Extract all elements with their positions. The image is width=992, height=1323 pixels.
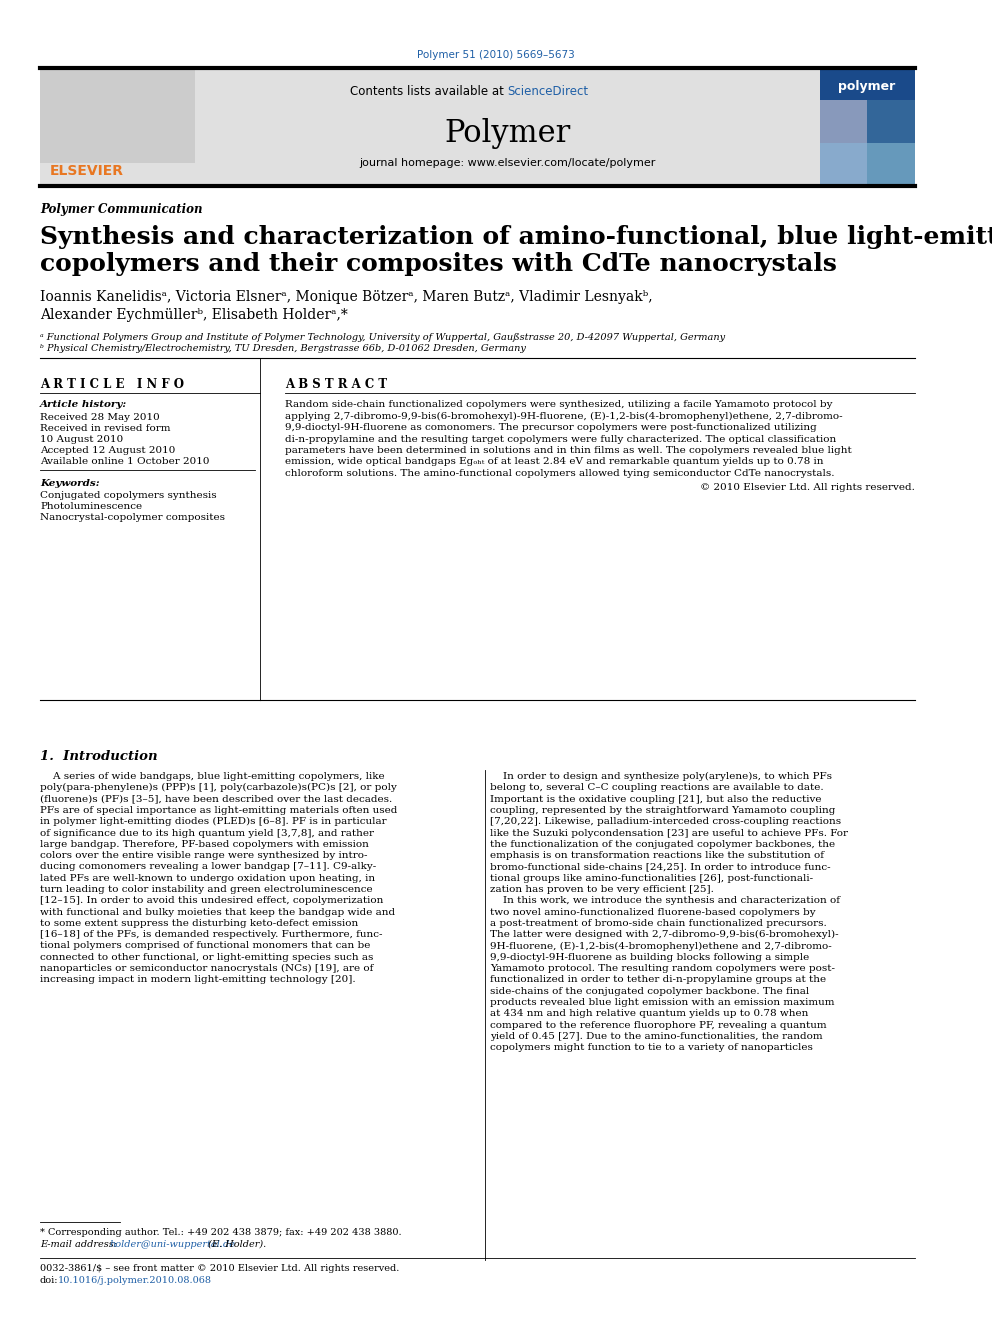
Text: turn leading to color instability and green electroluminescence: turn leading to color instability and gr… [40, 885, 373, 894]
Text: connected to other functional, or light-emitting species such as: connected to other functional, or light-… [40, 953, 373, 962]
Text: Important is the oxidative coupling [21], but also the reductive: Important is the oxidative coupling [21]… [490, 795, 821, 803]
Text: Random side-chain functionalized copolymers were synthesized, utilizing a facile: Random side-chain functionalized copolym… [285, 400, 832, 409]
Text: chloroform solutions. The amino-functional copolymers allowed tying semiconducto: chloroform solutions. The amino-function… [285, 468, 834, 478]
Text: colors over the entire visible range were synthesized by intro-: colors over the entire visible range wer… [40, 851, 367, 860]
Text: Article history:: Article history: [40, 400, 127, 409]
Text: Nanocrystal-copolymer composites: Nanocrystal-copolymer composites [40, 513, 225, 523]
Text: a post-treatment of bromo-side chain functionalized precursors.: a post-treatment of bromo-side chain fun… [490, 919, 826, 927]
Text: nanoparticles or semiconductor nanocrystals (NCs) [19], are of: nanoparticles or semiconductor nanocryst… [40, 964, 373, 974]
Text: E-mail address:: E-mail address: [40, 1240, 120, 1249]
Text: Conjugated copolymers synthesis: Conjugated copolymers synthesis [40, 491, 216, 500]
Text: di-n-propylamine and the resulting target copolymers were fully characterized. T: di-n-propylamine and the resulting targe… [285, 434, 836, 443]
Text: 0032-3861/$ – see front matter © 2010 Elsevier Ltd. All rights reserved.: 0032-3861/$ – see front matter © 2010 El… [40, 1263, 400, 1273]
Text: (E. Holder).: (E. Holder). [205, 1240, 266, 1249]
Text: zation has proven to be very efficient [25].: zation has proven to be very efficient [… [490, 885, 714, 894]
Text: copolymers and their composites with CdTe nanocrystals: copolymers and their composites with CdT… [40, 251, 837, 277]
Text: 9,9-dioctyl-9H-fluorene as building blocks following a simple: 9,9-dioctyl-9H-fluorene as building bloc… [490, 953, 809, 962]
Text: coupling, represented by the straightforward Yamamoto coupling: coupling, represented by the straightfor… [490, 806, 835, 815]
Text: belong to, several C–C coupling reactions are available to date.: belong to, several C–C coupling reaction… [490, 783, 823, 792]
Text: © 2010 Elsevier Ltd. All rights reserved.: © 2010 Elsevier Ltd. All rights reserved… [700, 483, 915, 492]
Bar [820, 101, 867, 143]
Text: of significance due to its high quantum yield [3,7,8], and rather: of significance due to its high quantum … [40, 828, 374, 837]
Text: emphasis is on transformation reactions like the substitution of: emphasis is on transformation reactions … [490, 851, 824, 860]
Text: Available online 1 October 2010: Available online 1 October 2010 [40, 456, 209, 466]
Text: 1.  Introduction: 1. Introduction [40, 750, 158, 763]
Text: Polymer: Polymer [444, 118, 570, 149]
Text: in polymer light-emitting diodes (PLED)s [6–8]. PF is in particular: in polymer light-emitting diodes (PLED)s… [40, 818, 387, 827]
Text: A B S T R A C T: A B S T R A C T [285, 378, 387, 392]
Text: lated PFs are well-known to undergo oxidation upon heating, in: lated PFs are well-known to undergo oxid… [40, 873, 375, 882]
Text: functionalized in order to tether di-n-propylamine groups at the: functionalized in order to tether di-n-p… [490, 975, 826, 984]
Text: with functional and bulky moieties that keep the bandgap wide and: with functional and bulky moieties that … [40, 908, 395, 917]
Text: parameters have been determined in solutions and in thin films as well. The copo: parameters have been determined in solut… [285, 446, 852, 455]
Bar [820, 67, 915, 187]
Text: [7,20,22]. Likewise, palladium-interceded cross-coupling reactions: [7,20,22]. Likewise, palladium-intercede… [490, 818, 841, 826]
Text: copolymers might function to tie to a variety of nanoparticles: copolymers might function to tie to a va… [490, 1044, 812, 1052]
Text: 10.1016/j.polymer.2010.08.068: 10.1016/j.polymer.2010.08.068 [58, 1275, 212, 1285]
Text: The latter were designed with 2,7-dibromo-9,9-bis(6-bromohexyl)-: The latter were designed with 2,7-dibrom… [490, 930, 838, 939]
Text: Alexander Eychmüllerᵇ, Elisabeth Holderᵃ,*: Alexander Eychmüllerᵇ, Elisabeth Holderᵃ… [40, 308, 348, 321]
Text: journal homepage: www.elsevier.com/locate/polymer: journal homepage: www.elsevier.com/locat… [359, 157, 656, 168]
Text: [12–15]. In order to avoid this undesired effect, copolymerization: [12–15]. In order to avoid this undesire… [40, 896, 383, 905]
Text: Accepted 12 August 2010: Accepted 12 August 2010 [40, 446, 176, 455]
Text: [16–18] of the PFs, is demanded respectively. Furthermore, func-: [16–18] of the PFs, is demanded respecti… [40, 930, 383, 939]
Text: Photoluminescence: Photoluminescence [40, 501, 142, 511]
Text: (fluorene)s (PF)s [3–5], have been described over the last decades.: (fluorene)s (PF)s [3–5], have been descr… [40, 795, 392, 803]
Bar [820, 101, 915, 187]
Text: large bandgap. Therefore, PF-based copolymers with emission: large bandgap. Therefore, PF-based copol… [40, 840, 369, 849]
Text: Polymer Communication: Polymer Communication [40, 202, 202, 216]
Text: A series of wide bandgaps, blue light-emitting copolymers, like: A series of wide bandgaps, blue light-em… [40, 773, 385, 781]
Text: tional groups like amino-functionalities [26], post-functionali-: tional groups like amino-functionalities… [490, 873, 813, 882]
Text: products revealed blue light emission with an emission maximum: products revealed blue light emission wi… [490, 998, 834, 1007]
Text: Polymer 51 (2010) 5669–5673: Polymer 51 (2010) 5669–5673 [417, 50, 575, 60]
Text: the functionalization of the conjugated copolymer backbones, the: the functionalization of the conjugated … [490, 840, 835, 849]
Text: Received in revised form: Received in revised form [40, 423, 171, 433]
Text: tional polymers comprised of functional monomers that can be: tional polymers comprised of functional … [40, 942, 370, 950]
Text: like the Suzuki polycondensation [23] are useful to achieve PFs. For: like the Suzuki polycondensation [23] ar… [490, 828, 848, 837]
Text: increasing impact in modern light-emitting technology [20].: increasing impact in modern light-emitti… [40, 975, 355, 984]
Text: two novel amino-functionalized fluorene-based copolymers by: two novel amino-functionalized fluorene-… [490, 908, 815, 917]
Text: Yamamoto protocol. The resulting random copolymers were post-: Yamamoto protocol. The resulting random … [490, 964, 835, 974]
Text: poly(para-phenylene)s (PPP)s [1], poly(carbazole)s(PC)s [2], or poly: poly(para-phenylene)s (PPP)s [1], poly(c… [40, 783, 397, 792]
Text: In this work, we introduce the synthesis and characterization of: In this work, we introduce the synthesis… [490, 896, 840, 905]
Text: Contents lists available at: Contents lists available at [350, 85, 508, 98]
Text: doi:: doi: [40, 1275, 59, 1285]
Bar [40, 67, 195, 163]
Bar [40, 67, 195, 187]
Text: Received 28 May 2010: Received 28 May 2010 [40, 413, 160, 422]
Bar [867, 101, 915, 143]
Text: bromo-functional side-chains [24,25]. In order to introduce func-: bromo-functional side-chains [24,25]. In… [490, 863, 830, 872]
Text: ᵇ Physical Chemistry/Electrochemistry, TU Dresden, Bergstrasse 66b, D-01062 Dres: ᵇ Physical Chemistry/Electrochemistry, T… [40, 344, 526, 353]
Text: holder@uni-wuppertal.de: holder@uni-wuppertal.de [110, 1240, 236, 1249]
Text: * Corresponding author. Tel.: +49 202 438 3879; fax: +49 202 438 3880.: * Corresponding author. Tel.: +49 202 43… [40, 1228, 402, 1237]
Text: yield of 0.45 [27]. Due to the amino-functionalities, the random: yield of 0.45 [27]. Due to the amino-fun… [490, 1032, 822, 1041]
Text: emission, wide optical bandgaps Egₒₕₜ of at least 2.84 eV and remarkable quantum: emission, wide optical bandgaps Egₒₕₜ of… [285, 458, 823, 467]
Text: polymer: polymer [838, 79, 896, 93]
Text: A R T I C L E   I N F O: A R T I C L E I N F O [40, 378, 184, 392]
Text: Ioannis Kanelidisᵃ, Victoria Elsnerᵃ, Monique Bötzerᵃ, Maren Butzᵃ, Vladimir Les: Ioannis Kanelidisᵃ, Victoria Elsnerᵃ, Mo… [40, 290, 653, 304]
Text: to some extent suppress the disturbing keto-defect emission: to some extent suppress the disturbing k… [40, 919, 358, 927]
Text: applying 2,7-dibromo-9,9-bis(6-bromohexyl)-9H-fluorene, (E)-1,2-bis(4-bromopheny: applying 2,7-dibromo-9,9-bis(6-bromohexy… [285, 411, 842, 421]
Text: ELSEVIER: ELSEVIER [50, 164, 124, 179]
Text: ducing comonomers revealing a lower bandgap [7–11]. C9-alky-: ducing comonomers revealing a lower band… [40, 863, 376, 872]
Bar [867, 143, 915, 187]
Text: compared to the reference fluorophore PF, revealing a quantum: compared to the reference fluorophore PF… [490, 1020, 826, 1029]
Text: 9,9-dioctyl-9H-fluorene as comonomers. The precursor copolymers were post-functi: 9,9-dioctyl-9H-fluorene as comonomers. T… [285, 423, 816, 433]
Text: 10 August 2010: 10 August 2010 [40, 435, 123, 445]
Text: ScienceDirect: ScienceDirect [508, 85, 588, 98]
Text: Keywords:: Keywords: [40, 479, 99, 488]
Text: PFs are of special importance as light-emitting materials often used: PFs are of special importance as light-e… [40, 806, 398, 815]
Text: side-chains of the conjugated copolymer backbone. The final: side-chains of the conjugated copolymer … [490, 987, 809, 996]
Text: Synthesis and characterization of amino-functional, blue light-emitting: Synthesis and characterization of amino-… [40, 225, 992, 249]
Bar [820, 143, 867, 187]
Bar [195, 67, 820, 187]
Text: 9H-fluorene, (E)-1,2-bis(4-bromophenyl)ethene and 2,7-dibromo-: 9H-fluorene, (E)-1,2-bis(4-bromophenyl)e… [490, 942, 831, 951]
Text: In order to design and synthesize poly(arylene)s, to which PFs: In order to design and synthesize poly(a… [490, 773, 832, 781]
Text: ᵃ Functional Polymers Group and Institute of Polymer Technology, University of W: ᵃ Functional Polymers Group and Institut… [40, 333, 725, 343]
Text: at 434 nm and high relative quantum yields up to 0.78 when: at 434 nm and high relative quantum yiel… [490, 1009, 808, 1019]
